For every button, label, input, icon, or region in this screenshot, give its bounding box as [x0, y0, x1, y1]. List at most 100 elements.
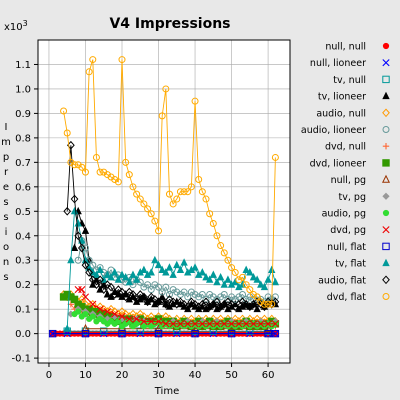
data-point — [165, 263, 174, 271]
data-point — [180, 288, 188, 296]
data-point — [264, 275, 272, 283]
data-point — [271, 153, 279, 161]
data-point — [75, 308, 82, 315]
data-point — [162, 320, 170, 328]
data-point — [89, 313, 96, 320]
legend-marker — [382, 258, 390, 267]
data-point — [103, 280, 112, 290]
legend-marker — [382, 209, 390, 217]
data-point — [81, 168, 89, 176]
y-multiplier: x103 — [4, 19, 28, 33]
legend-label: tv, lioneer — [318, 92, 366, 103]
data-point — [227, 320, 236, 328]
y-tick-label: 0.6 — [15, 182, 31, 193]
data-point — [191, 320, 199, 328]
legend-label: tv, null — [333, 75, 366, 86]
legend-label: dvd, null — [325, 142, 366, 153]
data-point — [96, 265, 104, 274]
data-point — [155, 283, 163, 291]
data-point — [169, 297, 177, 307]
data-point — [96, 168, 104, 176]
data-point — [205, 275, 214, 283]
data-point — [129, 270, 137, 278]
data-point — [154, 317, 163, 325]
data-point — [151, 217, 159, 225]
data-point — [224, 275, 232, 283]
legend-marker — [382, 143, 390, 150]
data-point — [125, 277, 133, 286]
data-point — [169, 200, 177, 208]
data-point — [271, 320, 279, 328]
series-dvd-flat — [60, 56, 279, 308]
data-point — [260, 300, 268, 308]
data-point — [63, 129, 71, 137]
data-point — [89, 56, 97, 64]
x-tick-label: 60 — [262, 370, 275, 381]
data-point — [191, 263, 199, 271]
data-point — [144, 281, 152, 289]
data-point — [173, 195, 181, 203]
data-point — [246, 293, 254, 301]
data-point — [115, 318, 122, 325]
data-point — [118, 287, 126, 297]
data-point — [140, 283, 148, 291]
data-point — [100, 168, 108, 176]
y-axis-label-letter: i — [5, 227, 8, 238]
data-point — [151, 295, 159, 304]
data-point — [220, 249, 228, 257]
data-point — [264, 329, 272, 338]
legend: null, null null, lioneer tv, null tv, lione… — [301, 42, 391, 303]
data-point — [151, 255, 159, 264]
data-point — [77, 243, 86, 253]
y-tick-label: 0.7 — [15, 158, 31, 169]
series-line — [77, 239, 276, 303]
data-point — [96, 305, 104, 313]
data-point — [253, 304, 261, 313]
data-point — [88, 275, 97, 285]
data-point — [249, 320, 258, 328]
data-point — [249, 290, 257, 298]
data-point — [220, 320, 228, 328]
data-point — [71, 161, 79, 169]
data-point — [202, 297, 210, 307]
data-point — [206, 290, 214, 298]
data-point — [198, 268, 207, 276]
data-point — [125, 315, 133, 323]
y-tick-label: 0.5 — [15, 207, 31, 218]
data-point — [125, 287, 134, 297]
data-point — [202, 195, 210, 203]
data-point — [107, 173, 115, 181]
data-point — [92, 280, 101, 290]
data-point — [78, 286, 86, 294]
legend-marker — [382, 108, 390, 118]
series-dvd-pg — [74, 286, 279, 328]
data-point — [206, 320, 214, 328]
legend-label: null, flat — [327, 242, 366, 253]
series-layer — [48, 56, 280, 338]
data-point — [180, 258, 188, 266]
data-point — [60, 107, 68, 115]
legend-label: audio, lioneer — [301, 125, 366, 136]
data-point — [162, 268, 170, 276]
data-point — [111, 268, 119, 276]
data-point — [67, 158, 75, 166]
data-point — [224, 297, 232, 307]
data-point — [242, 320, 250, 328]
data-point — [147, 268, 155, 276]
chart-title: V4 Impressions — [109, 16, 230, 32]
data-point — [187, 288, 195, 296]
y-tick-label: 0.8 — [15, 133, 31, 144]
data-point — [260, 302, 269, 312]
data-point — [99, 285, 108, 294]
data-point — [213, 232, 221, 240]
data-point — [114, 285, 123, 294]
legend-label: null, null — [325, 42, 366, 53]
data-point — [81, 329, 90, 338]
data-point — [187, 297, 196, 307]
data-point — [239, 273, 247, 281]
data-point — [271, 277, 280, 286]
data-point — [85, 268, 93, 277]
y-axis-label-letter: o — [3, 242, 9, 253]
data-point — [92, 270, 101, 278]
